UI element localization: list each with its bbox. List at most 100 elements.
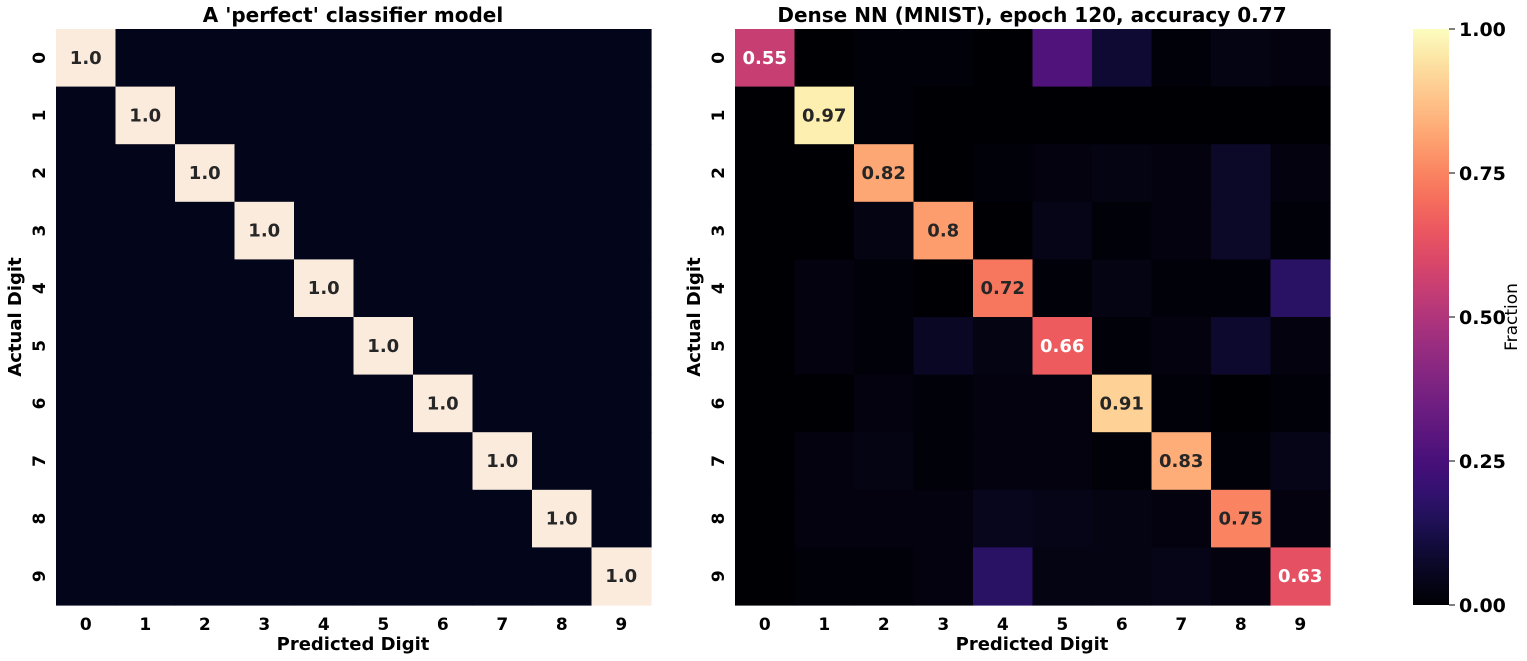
heatmap-cell — [175, 201, 236, 260]
heatmap-cell — [1151, 259, 1212, 318]
heatmap-cell — [794, 29, 855, 88]
heatmap-cell — [973, 144, 1034, 203]
heatmap-cell — [913, 29, 974, 88]
x-tick-label: 9 — [615, 615, 627, 635]
heatmap-cell — [353, 86, 414, 145]
heatmap-cell — [591, 547, 652, 606]
heatmap-cell — [413, 489, 474, 548]
heatmap-cell — [794, 489, 855, 548]
heatmap-cell — [1032, 489, 1093, 548]
heatmap-cell — [854, 29, 915, 88]
heatmap-cell — [532, 86, 593, 145]
heatmap-cell — [913, 432, 974, 491]
cell-annotation: 0.75 — [1219, 509, 1263, 530]
heatmap-cell — [854, 86, 915, 145]
colorbar-gradient — [1413, 29, 1449, 605]
heatmap-cell — [913, 489, 974, 548]
heatmap-cell — [294, 317, 355, 376]
heatmap-cell — [294, 259, 355, 318]
cell-annotation: 1.0 — [129, 105, 161, 126]
y-tick-label: 0 — [30, 52, 50, 64]
heatmap-cell — [1270, 489, 1331, 548]
x-tick-label: 4 — [997, 615, 1009, 635]
heatmap-cell — [591, 489, 652, 548]
heatmap-cell — [735, 144, 796, 203]
heatmap-cell — [794, 374, 855, 433]
heatmap-cell — [1270, 547, 1331, 606]
heatmap-cell — [1211, 259, 1272, 318]
heatmap-cell — [234, 144, 295, 203]
heatmap-cell — [973, 374, 1034, 433]
heatmap-cell — [913, 144, 974, 203]
heatmap-cell — [532, 489, 593, 548]
x-tick-label: 9 — [1294, 615, 1306, 635]
heatmap-cell — [973, 29, 1034, 88]
colorbar-label: Fraction — [1502, 283, 1522, 351]
colorbar-tick-label: 0.75 — [1459, 163, 1506, 185]
heatmap-cell — [854, 144, 915, 203]
x-tick-label: 7 — [1175, 615, 1187, 635]
heatmap-cell — [973, 489, 1034, 548]
heatmap-cell — [1211, 29, 1272, 88]
heatmap-cell — [1032, 86, 1093, 145]
cell-annotation: 0.97 — [802, 105, 846, 126]
heatmap-cell — [234, 317, 295, 376]
heatmap-cell — [1092, 489, 1153, 548]
heatmap-cell — [353, 317, 414, 376]
heatmap-cell — [854, 547, 915, 606]
heatmap-cell — [353, 201, 414, 260]
y-tick-label: 4 — [709, 282, 729, 294]
heatmap-cell — [353, 432, 414, 491]
y-tick-label: 1 — [30, 109, 50, 121]
heatmap-cell — [591, 29, 652, 88]
heatmap-cell — [794, 144, 855, 203]
heatmap-annotations-right: 0.55 0.97 0.82 0.8 0.72 0.66 0.91 0.83 0.75 0.63 — [743, 48, 1323, 587]
heatmap-cell — [1032, 432, 1093, 491]
colorbar: 0.00 0.25 0.50 0.75 1.00 Fraction — [1413, 19, 1522, 617]
heatmap-cells-left — [56, 29, 652, 606]
heatmap-cell — [294, 29, 355, 88]
heatmap-cell — [472, 201, 533, 260]
heatmap-cell — [56, 547, 117, 606]
y-tick-label: 2 — [30, 167, 50, 179]
chart-title-right: Dense NN (MNIST), epoch 120, accuracy 0.… — [777, 3, 1286, 27]
heatmap-cell — [56, 432, 117, 491]
heatmap-cell — [735, 29, 796, 88]
y-tick-label: 0 — [709, 52, 729, 64]
heatmap-cell — [472, 489, 533, 548]
x-tick-label: 5 — [1056, 615, 1068, 635]
heatmap-cell — [175, 547, 236, 606]
heatmap-annotations-left: 1.0 1.0 1.0 1.0 1.0 1.0 1.0 1.0 1.0 1.0 — [70, 48, 637, 587]
heatmap-cell — [735, 374, 796, 433]
heatmap-cell — [234, 86, 295, 145]
colorbar-tick-label: 0.00 — [1459, 595, 1506, 617]
heatmap-cell — [735, 489, 796, 548]
heatmap-cell — [115, 547, 176, 606]
heatmap-cell — [56, 317, 117, 376]
heatmap-cell — [735, 259, 796, 318]
heatmap-cell — [1211, 144, 1272, 203]
heatmap-cell — [1270, 86, 1331, 145]
heatmap-cell — [56, 29, 117, 88]
cell-annotation: 1.0 — [308, 278, 340, 299]
heatmap-cell — [1032, 547, 1093, 606]
heatmap-cell — [353, 489, 414, 548]
heatmap-cell — [913, 547, 974, 606]
heatmap-cell — [1211, 432, 1272, 491]
x-tick-label: 0 — [759, 615, 771, 635]
cell-annotation: 1.0 — [546, 509, 578, 530]
heatmap-cell — [175, 374, 236, 433]
heatmap-cell — [1092, 29, 1153, 88]
y-tick-label: 9 — [30, 570, 50, 582]
heatmap-cell — [735, 201, 796, 260]
heatmap-cell — [175, 317, 236, 376]
heatmap-cell — [1092, 259, 1153, 318]
x-tick-label: 2 — [199, 615, 211, 635]
heatmap-cell — [913, 374, 974, 433]
heatmap-cell — [973, 259, 1034, 318]
heatmap-cell — [472, 432, 533, 491]
heatmap-cell — [1151, 201, 1212, 260]
heatmap-cell — [1032, 201, 1093, 260]
heatmap-cell — [175, 432, 236, 491]
heatmap-cell — [1151, 29, 1212, 88]
